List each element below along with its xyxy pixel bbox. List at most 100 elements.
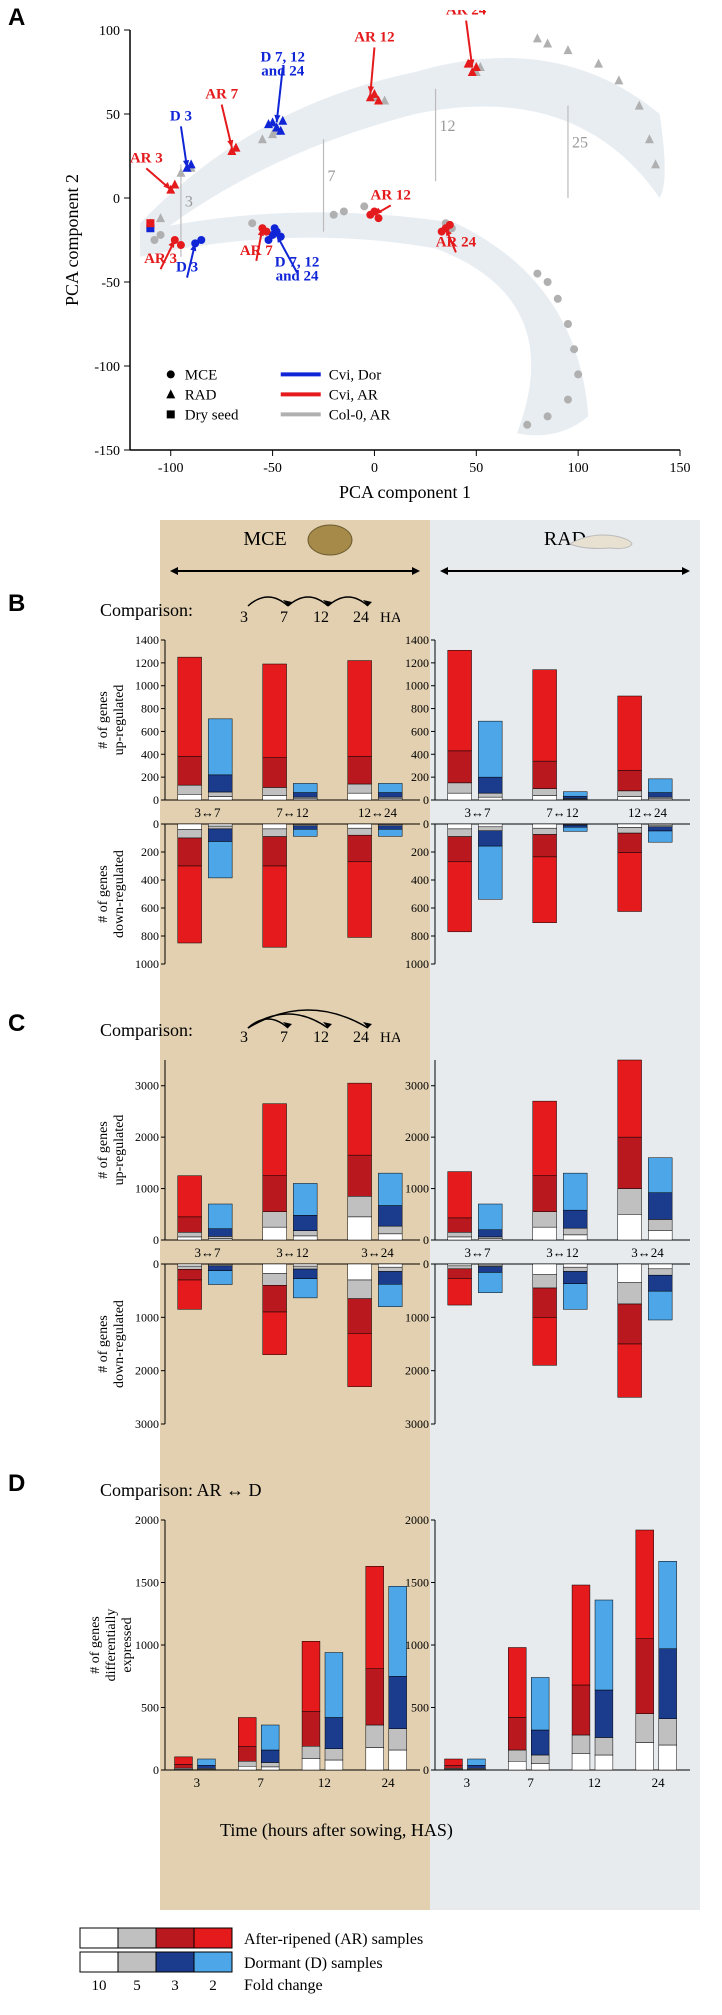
svg-text:3↔7: 3↔7 <box>195 1245 222 1260</box>
svg-text:1000: 1000 <box>405 1182 429 1196</box>
svg-text:3: 3 <box>185 193 193 210</box>
svg-text:0: 0 <box>423 1257 429 1271</box>
svg-text:7↔12: 7↔12 <box>546 805 579 820</box>
rad-radicle-icon <box>560 524 640 556</box>
svg-text:24: 24 <box>353 609 369 626</box>
panel-a-label: A <box>8 4 25 32</box>
svg-text:1000: 1000 <box>405 1638 429 1652</box>
svg-text:0: 0 <box>153 1257 159 1271</box>
svg-text:AR 7: AR 7 <box>205 87 238 103</box>
panel-c-label: C <box>8 1010 25 1038</box>
svg-text:2000: 2000 <box>135 1130 159 1144</box>
svg-text:PCA component 2: PCA component 2 <box>62 174 82 306</box>
svg-text:3000: 3000 <box>135 1417 159 1431</box>
svg-text:-50: -50 <box>101 276 120 291</box>
svg-text:800: 800 <box>141 929 159 943</box>
svg-text:12↔24: 12↔24 <box>358 805 398 820</box>
svg-text:1000: 1000 <box>135 957 159 971</box>
svg-text:3000: 3000 <box>135 1079 159 1093</box>
x-axis-label: Time (hours after sowing, HAS) <box>220 1820 453 1841</box>
svg-text:0: 0 <box>423 1763 429 1777</box>
svg-text:and 24: and 24 <box>276 269 319 285</box>
svg-text:3↔24: 3↔24 <box>631 1245 664 1260</box>
svg-text:1000: 1000 <box>405 679 429 693</box>
svg-text:0: 0 <box>423 793 429 807</box>
svg-text:3000: 3000 <box>405 1079 429 1093</box>
panel-d-chart: 0500100015002000# of genesdifferentially… <box>30 1510 710 1820</box>
svg-text:500: 500 <box>141 1701 159 1715</box>
pca-scatter: -100-50050100150-150-100-50050100PCA com… <box>60 10 700 510</box>
svg-text:12: 12 <box>318 1775 331 1790</box>
svg-text:3↔7: 3↔7 <box>465 805 492 820</box>
svg-text:100: 100 <box>99 24 120 39</box>
svg-text:7: 7 <box>328 168 336 185</box>
svg-text:-50: -50 <box>263 461 282 476</box>
svg-text:2000: 2000 <box>405 1364 429 1378</box>
svg-text:-100: -100 <box>158 461 184 476</box>
svg-text:3000: 3000 <box>405 1417 429 1431</box>
svg-text:3↔24: 3↔24 <box>361 1245 394 1260</box>
svg-text:up-regulated: up-regulated <box>112 1115 127 1186</box>
svg-text:12↔24: 12↔24 <box>628 805 668 820</box>
svg-text:# of genes: # of genes <box>96 1121 111 1179</box>
svg-text:600: 600 <box>411 901 429 915</box>
svg-text:down-regulated: down-regulated <box>112 850 127 938</box>
svg-text:400: 400 <box>411 747 429 761</box>
svg-text:400: 400 <box>411 873 429 887</box>
svg-text:200: 200 <box>411 770 429 784</box>
svg-text:24: 24 <box>353 1029 369 1046</box>
svg-text:0: 0 <box>423 1233 429 1247</box>
svg-text:5: 5 <box>133 1978 141 1994</box>
mce-span-arrow-icon <box>170 562 420 580</box>
svg-text:24: 24 <box>382 1775 396 1790</box>
svg-text:D 3: D 3 <box>176 260 198 276</box>
svg-text:1200: 1200 <box>135 656 159 670</box>
svg-text:Fold change: Fold change <box>244 1977 323 1994</box>
svg-text:Cvi, AR: Cvi, AR <box>329 387 378 403</box>
svg-text:differentially: differentially <box>104 1609 119 1682</box>
svg-text:50: 50 <box>106 108 120 123</box>
svg-text:7: 7 <box>527 1775 534 1790</box>
lower-panels: MCE RAD B Comparison: 37 1224 HAS <box>0 520 722 1920</box>
svg-text:2000: 2000 <box>135 1364 159 1378</box>
svg-text:0: 0 <box>113 192 120 207</box>
svg-text:expressed: expressed <box>120 1617 135 1672</box>
svg-text:1000: 1000 <box>405 957 429 971</box>
svg-text:-100: -100 <box>94 360 120 375</box>
svg-text:AR 3: AR 3 <box>130 150 163 166</box>
svg-text:Col-0, AR: Col-0, AR <box>329 407 391 423</box>
svg-text:3↔7: 3↔7 <box>465 1245 492 1260</box>
svg-text:7: 7 <box>280 609 288 626</box>
panel-b-comparison: Comparison: <box>100 600 193 621</box>
svg-text:D 3: D 3 <box>170 108 192 124</box>
svg-text:2000: 2000 <box>405 1513 429 1527</box>
svg-text:12: 12 <box>440 118 456 135</box>
svg-text:1500: 1500 <box>405 1576 429 1590</box>
svg-text:0: 0 <box>153 817 159 831</box>
svg-text:2: 2 <box>209 1978 217 1994</box>
svg-text:0: 0 <box>423 817 429 831</box>
svg-text:1400: 1400 <box>405 633 429 647</box>
panel-c-chart: 0 1000 2000 3000 0 1000 2000 3000 # of genesup-r… <box>30 1050 710 1450</box>
svg-text:1000: 1000 <box>135 1182 159 1196</box>
panel-b-timepoints: 37 1224 HAS <box>220 586 400 626</box>
panel-c-comparison: Comparison: <box>100 1020 193 1041</box>
svg-text:7↔12: 7↔12 <box>276 805 309 820</box>
svg-text:AR 12: AR 12 <box>354 29 394 45</box>
svg-text:# of genes: # of genes <box>96 691 111 749</box>
svg-text:800: 800 <box>411 702 429 716</box>
svg-text:800: 800 <box>141 702 159 716</box>
svg-text:AR 24: AR 24 <box>436 234 477 250</box>
svg-text:MCE: MCE <box>185 367 218 383</box>
svg-text:AR 24: AR 24 <box>446 10 487 19</box>
svg-text:400: 400 <box>141 873 159 887</box>
panel-d-comparison: Comparison: AR ↔ D <box>100 1480 262 1501</box>
svg-text:7: 7 <box>257 1775 264 1790</box>
svg-text:and 24: and 24 <box>261 64 304 80</box>
svg-text:-150: -150 <box>94 444 120 459</box>
fold-change-legend: After-ripened (AR) samplesDormant (D) sa… <box>0 1920 722 2010</box>
svg-text:HAS: HAS <box>380 610 400 626</box>
panel-b-label: B <box>8 590 25 618</box>
svg-text:AR 3: AR 3 <box>144 251 177 267</box>
svg-text:2000: 2000 <box>135 1513 159 1527</box>
